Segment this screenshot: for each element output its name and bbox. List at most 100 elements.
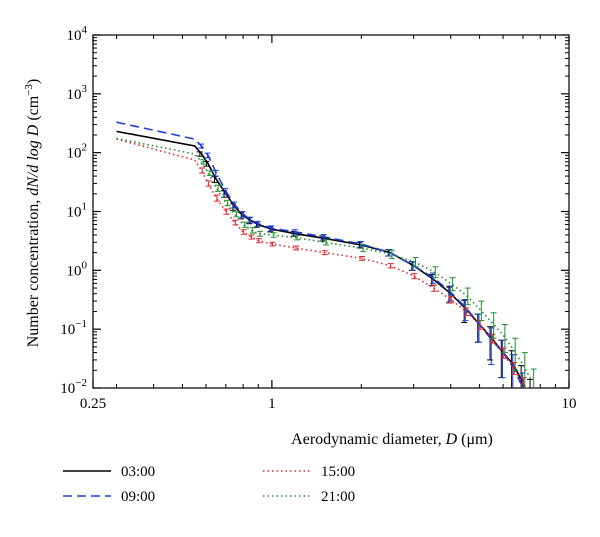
legend-item-2100: 21:00	[263, 489, 355, 505]
series-line	[116, 137, 533, 382]
error-bar	[196, 151, 203, 157]
error-bar	[239, 211, 246, 218]
error-bar	[231, 201, 238, 209]
y-tick-label: 102	[67, 142, 88, 162]
x-tick-label: 10	[562, 396, 577, 412]
y-tick-label: 101	[67, 201, 88, 221]
error-bar	[291, 229, 298, 235]
error-bar	[206, 170, 213, 176]
y-tick-base: 10	[67, 263, 82, 279]
y-tick-exponent: 3	[82, 83, 88, 95]
error-bar	[412, 257, 419, 268]
error-bar	[215, 184, 222, 192]
error-bar	[411, 273, 418, 280]
series-0300	[116, 130, 534, 388]
y-axis-title-exp: −3	[23, 84, 35, 96]
error-bar	[197, 143, 204, 149]
error-bar	[323, 239, 330, 246]
error-bar	[520, 377, 527, 388]
error-bar	[232, 219, 239, 226]
error-bar	[449, 277, 456, 292]
error-bar	[269, 241, 276, 247]
error-bar	[521, 352, 528, 388]
y-tick-label: 10−1	[60, 318, 87, 338]
legend-label: 21:00	[321, 489, 355, 505]
y-tick-exponent: −1	[75, 318, 87, 330]
error-bar	[500, 347, 507, 359]
legend: 03:00 09:00 15:00 21:00	[63, 464, 355, 505]
legend-label: 09:00	[121, 489, 155, 505]
error-bar	[387, 263, 394, 269]
y-tick-exponent: 2	[82, 142, 88, 154]
error-bar	[257, 230, 264, 237]
series-2100	[116, 137, 537, 388]
error-bar	[223, 208, 230, 215]
plot-frame	[92, 34, 570, 389]
error-bar	[461, 299, 468, 323]
legend-item-0300: 03:00	[63, 464, 155, 480]
error-bar	[498, 339, 505, 379]
series-1500	[116, 138, 527, 388]
error-bar	[270, 232, 277, 238]
error-bar	[490, 312, 497, 339]
y-tick-base: 10	[60, 381, 75, 397]
x-axis-title-unit: (μm)	[457, 431, 493, 448]
error-bar	[222, 188, 229, 195]
y-tick-base: 10	[67, 87, 82, 103]
error-bar	[448, 295, 455, 304]
error-bar	[530, 368, 537, 388]
error-bar	[248, 234, 255, 240]
error-bar	[224, 199, 231, 207]
series-line	[116, 130, 527, 388]
error-bar	[321, 250, 328, 256]
error-bar	[241, 221, 248, 228]
y-tick-base: 10	[67, 28, 82, 44]
y-axis-title-unit: (cm	[25, 95, 42, 124]
error-bar	[358, 255, 365, 261]
error-bar	[478, 300, 485, 322]
minor-ticks	[93, 35, 569, 388]
error-bar	[293, 245, 300, 251]
y-tick-label: 103	[67, 83, 88, 103]
y-axis-title: Number concentration, dN/d log D (cm−3)	[23, 79, 42, 348]
legend-label: 03:00	[121, 464, 155, 480]
error-bar	[199, 167, 206, 174]
x-axis-title-prefix: Aerodynamic diameter,	[291, 431, 445, 448]
error-bar	[360, 244, 367, 252]
error-bar	[254, 220, 261, 227]
error-bar	[527, 378, 534, 388]
error-bar	[388, 249, 395, 259]
legend-item-1500: 15:00	[263, 464, 355, 480]
y-tick-exponent: 0	[82, 259, 88, 271]
y-tick-exponent: 4	[82, 24, 88, 36]
error-bar	[464, 287, 471, 306]
error-bar	[249, 227, 256, 234]
series-layer	[116, 121, 537, 388]
error-bar	[432, 266, 439, 279]
error-bar	[511, 362, 518, 375]
series-0900	[116, 121, 526, 388]
x-tick-label: 0.25	[80, 396, 106, 412]
error-bar	[247, 216, 254, 224]
error-bar	[268, 225, 275, 232]
error-bar	[212, 169, 219, 177]
x-axis-title: Aerodynamic diameter, D (μm)	[291, 431, 493, 448]
error-bar	[294, 235, 301, 241]
x-axis-title-var: D	[445, 431, 458, 448]
y-tick-base: 10	[67, 146, 82, 162]
y-axis-title-prefix: Number concentration,	[25, 196, 42, 348]
error-bar	[205, 180, 212, 187]
legend-item-0900: 09:00	[63, 489, 155, 505]
series-line	[116, 138, 527, 388]
error-bar	[200, 159, 207, 165]
y-tick-base: 10	[67, 205, 82, 221]
y-tick-exponent: 1	[82, 201, 88, 213]
error-bar	[463, 307, 470, 317]
y-tick-label: 100	[67, 259, 88, 279]
y-axis-title-close: )	[25, 79, 42, 84]
error-bar	[431, 284, 438, 292]
y-tick-exponent: −2	[75, 377, 87, 389]
y-tick-label: 104	[67, 24, 88, 44]
